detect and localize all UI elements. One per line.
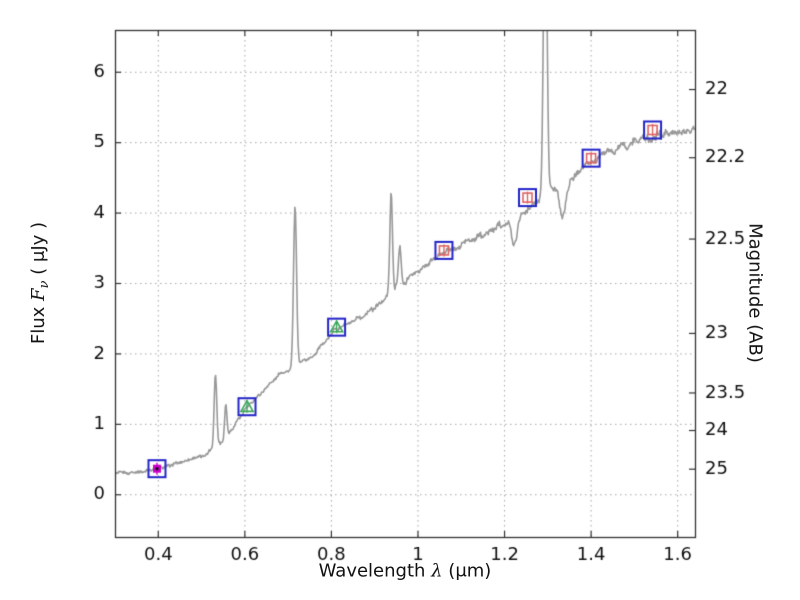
- x-axis-label-wavelength: Wavelength λ (μm): [319, 561, 492, 582]
- flux-label-prefix: Flux: [28, 300, 49, 345]
- magnitude-label-text: Magnitude (AB): [744, 223, 766, 363]
- flux-symbol: F: [28, 288, 49, 301]
- y-axis-label-flux: Flux Fν ( μJy ): [28, 222, 52, 344]
- wavelength-label-suffix: (μm): [442, 560, 492, 582]
- y-axis-label-magnitude: Magnitude (AB): [745, 223, 766, 363]
- wavelength-label-prefix: Wavelength: [318, 560, 432, 582]
- flux-label-suffix: ( μJy ): [28, 221, 49, 281]
- flux-subscript-nu: ν: [37, 280, 52, 289]
- lambda-symbol: λ: [431, 560, 443, 582]
